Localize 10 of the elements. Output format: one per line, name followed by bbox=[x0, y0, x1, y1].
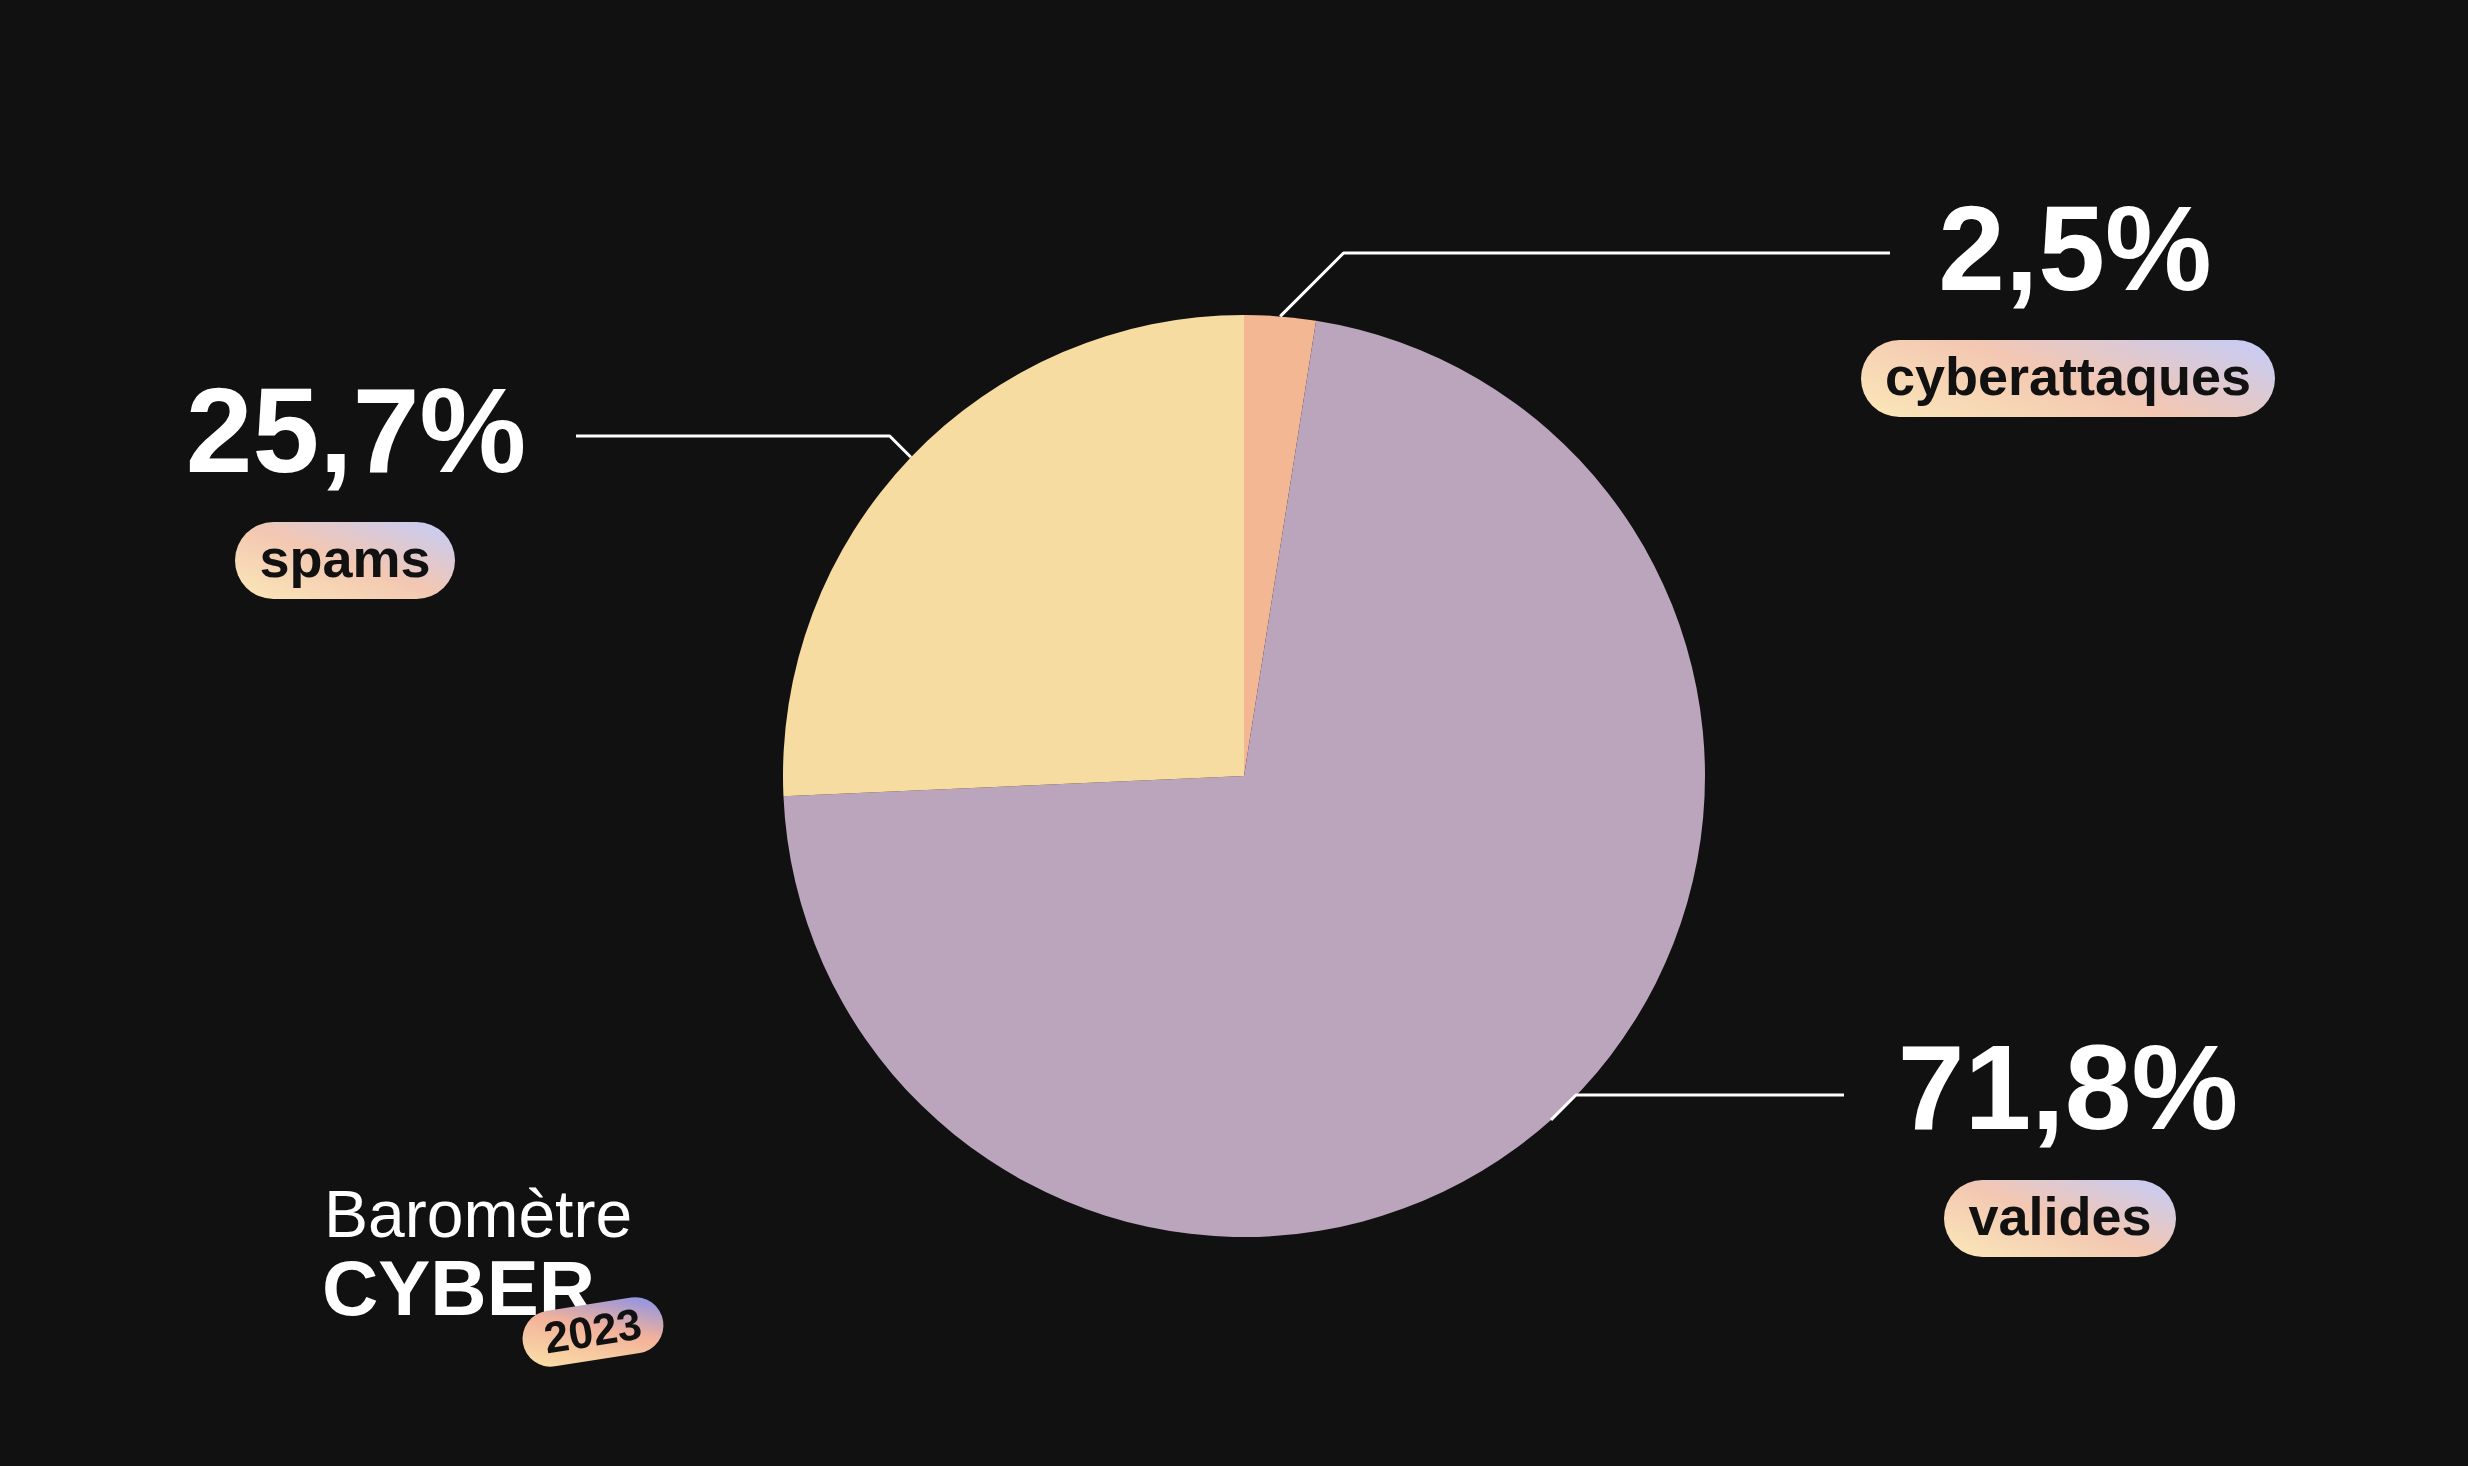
pie-slice bbox=[1244, 315, 1317, 776]
slice-label: spams bbox=[235, 522, 455, 599]
pie-slice bbox=[783, 320, 1705, 1237]
text: Baromètre bbox=[324, 1176, 633, 1252]
data-label: 71,8% bbox=[1897, 1020, 2239, 1154]
data-label: 2,5% bbox=[1938, 181, 2212, 315]
slice-label: cyberattaques bbox=[1860, 340, 2276, 417]
slice-label: valides bbox=[1944, 1180, 2176, 1257]
data-label: 25,7% bbox=[185, 363, 527, 497]
pie-slice bbox=[783, 315, 1244, 797]
